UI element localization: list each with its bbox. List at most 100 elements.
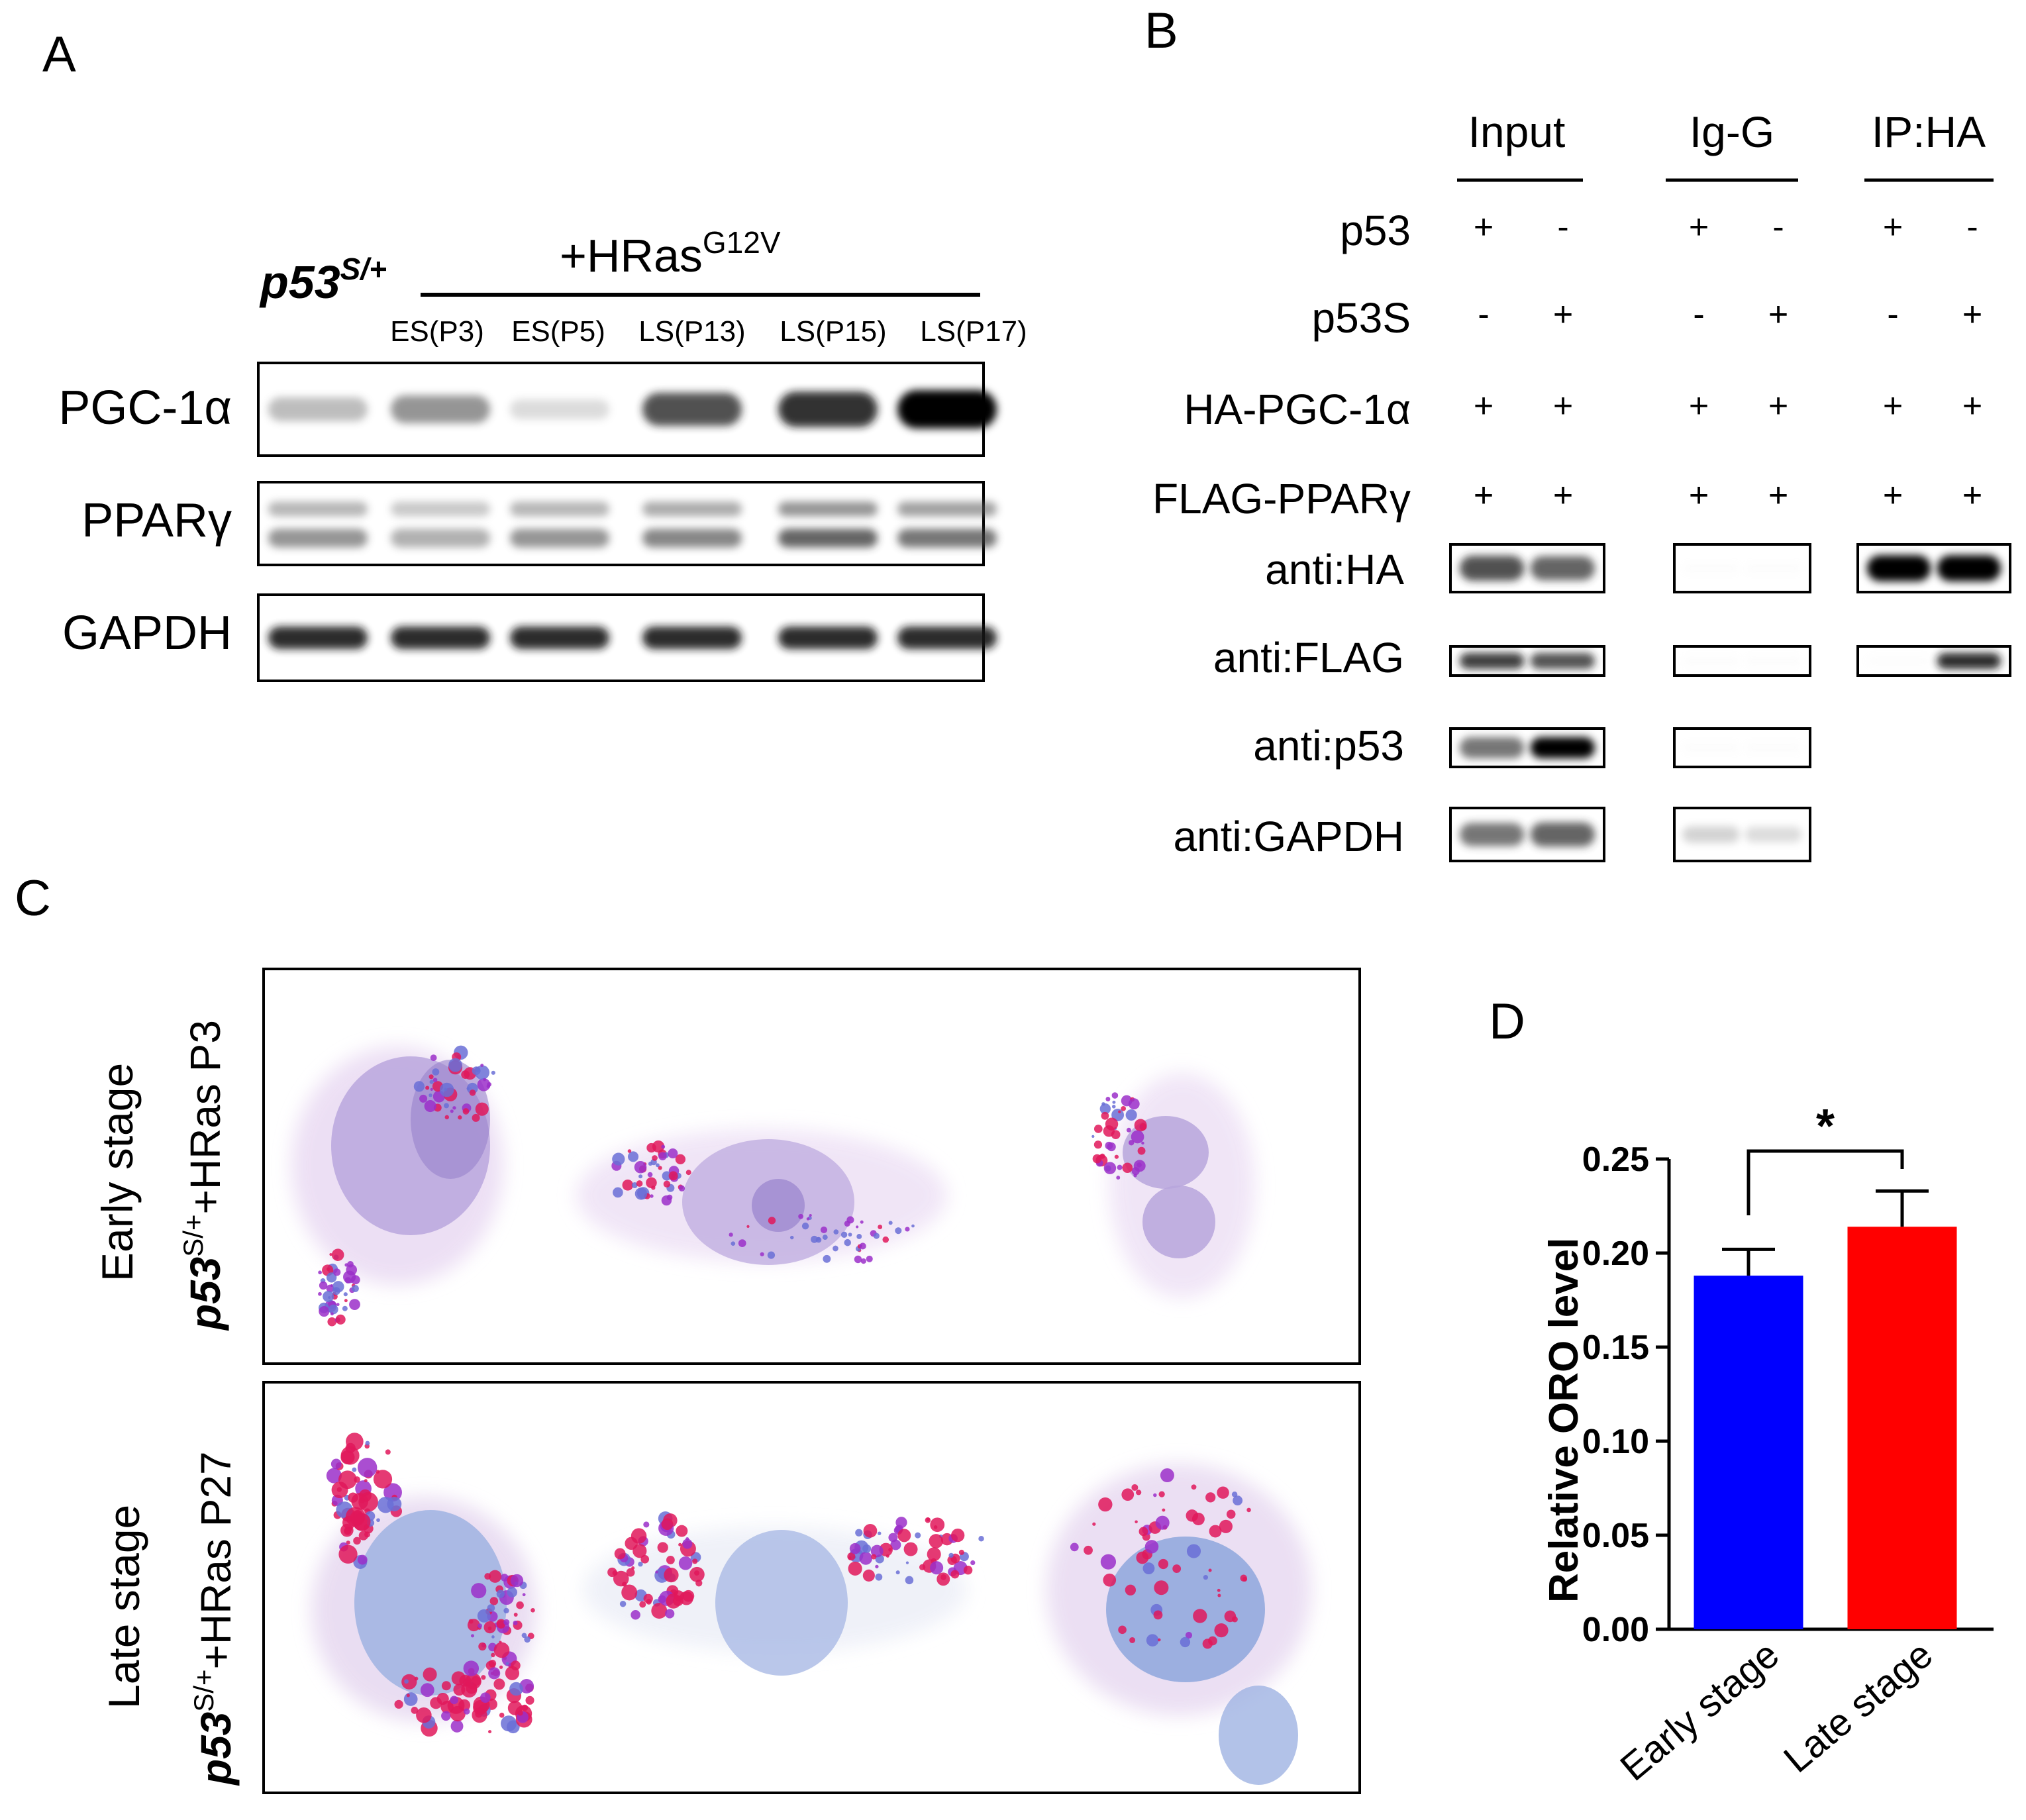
lipid-droplet: [430, 1087, 433, 1091]
lipid-droplet: [663, 1180, 671, 1188]
lipid-droplet: [1125, 1584, 1137, 1595]
lipid-droplet: [875, 1573, 883, 1581]
lipid-droplet: [419, 1094, 428, 1103]
lipid-droplet: [694, 1570, 699, 1576]
lipid-droplet: [929, 1534, 944, 1548]
lipid-droplet: [1101, 1102, 1105, 1106]
lipid-droplet: [1172, 1564, 1182, 1573]
lipid-droplet: [1092, 1154, 1102, 1164]
lipid-droplet: [385, 1449, 391, 1455]
lipid-droplet: [467, 1619, 480, 1632]
lipid-droplet: [1137, 1146, 1146, 1155]
lipid-droplet: [326, 1468, 342, 1484]
lipid-droplet: [662, 1171, 672, 1181]
lipid-droplet: [413, 1081, 425, 1092]
lipid-droplet: [489, 1597, 499, 1605]
lipid-droplet: [1103, 1162, 1117, 1174]
lipid-droplet: [1162, 1508, 1166, 1512]
lipid-droplet: [638, 1561, 643, 1567]
lipid-droplet: [352, 1285, 359, 1293]
early-stage-micrograph: [262, 968, 1361, 1365]
lipid-droplet: [1092, 1522, 1096, 1526]
lipid-droplet: [496, 1590, 505, 1598]
lipid-droplet: [458, 1115, 462, 1120]
ip-blot-band: [1459, 737, 1525, 758]
lipid-droplet: [619, 1600, 627, 1607]
lipid-droplet: [833, 1229, 839, 1235]
lipid-droplet: [1142, 1562, 1155, 1574]
ip-blot-label: anti:FLAG: [1213, 634, 1404, 682]
lipid-droplet: [343, 1292, 348, 1297]
lipid-droplet: [823, 1254, 831, 1263]
lipid-droplet: [633, 1544, 647, 1558]
blot-band: [897, 529, 997, 548]
lipid-droplet: [811, 1235, 818, 1243]
lipid-droplet: [430, 1697, 442, 1709]
lipid-droplet: [1101, 1111, 1109, 1120]
lipid-droplet: [738, 1239, 746, 1248]
y-tick-label: 0.15: [1582, 1329, 1649, 1367]
lipid-droplet: [647, 1172, 653, 1178]
lipid-droplet: [801, 1222, 809, 1230]
lipid-droplet: [1160, 1468, 1174, 1483]
lipid-droplet: [927, 1547, 941, 1562]
lipid-droplet: [859, 1552, 873, 1565]
condition-sign: -: [1557, 208, 1568, 246]
blot-band: [391, 501, 490, 517]
lipid-droplet: [318, 1291, 322, 1296]
bar: [1847, 1227, 1957, 1629]
lipid-droplet: [430, 1054, 437, 1062]
lipid-droplet: [926, 1517, 931, 1521]
blot-band: [897, 501, 997, 517]
lipid-droplet: [978, 1536, 984, 1542]
condition-sign: -: [1887, 295, 1898, 334]
lane-labels: ES(P3) ES(P5) LS(P13) LS(P15) LS(P17): [390, 315, 1027, 348]
lipid-droplet: [487, 1082, 492, 1087]
lipid-droplet: [848, 1561, 862, 1576]
ip-blot-band: [1530, 556, 1595, 581]
lipid-droplet: [451, 1671, 466, 1686]
ip-blot-band: [1745, 827, 1802, 842]
lane-label: LS(P13): [638, 315, 745, 348]
condition-sign: +: [1883, 208, 1903, 246]
ip-blot-band: [1937, 652, 2001, 670]
lipid-droplet: [503, 1607, 509, 1614]
blot-band: [268, 529, 368, 548]
lipid-droplet: [505, 1662, 509, 1666]
condition-sign: -: [1966, 208, 1978, 246]
lipid-droplet: [1116, 1176, 1121, 1180]
ip-blot-band: [1682, 742, 1740, 753]
lipid-droplet: [1111, 1130, 1121, 1139]
lipid-droplet: [517, 1710, 523, 1716]
late-stage-label: Late stage: [99, 1505, 148, 1709]
lipid-droplet: [636, 1180, 643, 1187]
lipid-droplet: [1217, 1593, 1221, 1597]
ip-blot-label: anti:GAPDH: [1173, 813, 1404, 860]
lipid-droplet: [524, 1636, 531, 1643]
blot-band: [391, 627, 490, 649]
lipid-droplet: [658, 1152, 667, 1161]
blot-band: [778, 627, 878, 649]
blot-rows: PGC-1α PPARγ GAPDH: [58, 362, 997, 682]
lipid-droplet: [330, 1284, 333, 1287]
lipid-droplet: [1191, 1484, 1197, 1490]
lipid-droplet: [1193, 1609, 1207, 1623]
lane-label: LS(P15): [780, 315, 886, 348]
lipid-droplet: [1157, 1638, 1161, 1642]
lipid-droplet: [461, 1070, 470, 1079]
lipid-droplet: [1121, 1488, 1135, 1501]
ip-blot-band: [1530, 737, 1595, 758]
lipid-droplet: [425, 1086, 430, 1090]
lipid-droplet: [488, 1570, 502, 1583]
condition-label: p53S: [1312, 294, 1411, 342]
lipid-droplet: [840, 1231, 848, 1238]
lipid-droplet: [731, 1241, 736, 1246]
panel-d-bar-chart: Relative ORO level 0.000.050.100.150.200…: [1541, 1100, 1994, 1789]
lipid-droplet: [634, 1188, 648, 1200]
blot-band: [510, 399, 609, 419]
lipid-droplet: [475, 1065, 490, 1080]
lipid-droplet: [848, 1233, 852, 1237]
ip-blot-band: [1682, 563, 1740, 574]
lipid-droplet: [1231, 1491, 1238, 1497]
significance-marker: *: [1816, 1100, 1835, 1153]
